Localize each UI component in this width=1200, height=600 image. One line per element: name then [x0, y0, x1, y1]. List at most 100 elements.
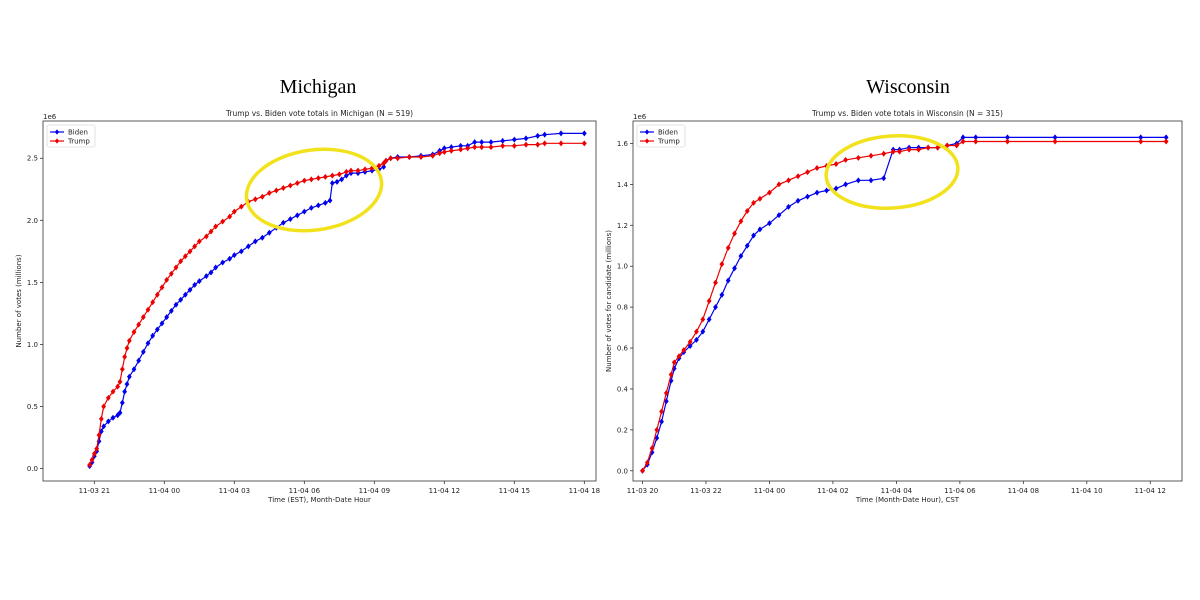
- michigan-trump-point: [383, 157, 389, 164]
- wisconsin-biden-point: [725, 277, 731, 284]
- wisconsin-y-tick-label: 0.2: [617, 426, 628, 434]
- wisconsin-biden-point: [751, 232, 756, 239]
- wisconsin-biden-point: [868, 177, 874, 184]
- wisconsin-trump-point: [649, 445, 655, 452]
- wisconsin-trump-point: [757, 195, 763, 202]
- michigan-trump-point: [196, 238, 202, 245]
- michigan-biden-point: [140, 348, 146, 355]
- michigan-biden-point: [472, 139, 478, 146]
- michigan-biden-point: [220, 259, 226, 266]
- michigan-y-tick-label: 2.0: [27, 217, 38, 225]
- michigan-biden-point: [458, 142, 464, 149]
- michigan-biden-point: [294, 212, 300, 219]
- michigan-biden-point: [187, 286, 193, 293]
- michigan-trump-point: [441, 149, 447, 156]
- michigan-trump-point: [343, 168, 349, 175]
- wisconsin-legend-trump-label: Trump: [657, 138, 680, 146]
- wisconsin-biden-point: [881, 175, 887, 182]
- michigan-trump-point: [178, 258, 184, 265]
- michigan-biden-point: [122, 388, 128, 395]
- wisconsin-trump-point: [1052, 138, 1058, 145]
- michigan-trump-point: [117, 378, 123, 385]
- michigan-trump-point: [500, 142, 506, 149]
- michigan-biden-point: [381, 163, 387, 170]
- michigan-biden-point: [119, 399, 125, 406]
- michigan-x-axis-label: Time (EST), Month-Date Hour: [267, 496, 371, 504]
- michigan-trump-point: [136, 321, 142, 328]
- michigan-trump-point: [465, 145, 471, 152]
- michigan-trump-point: [472, 144, 478, 151]
- michigan-x-tick-label: 11-04 06: [289, 487, 321, 495]
- michigan-trump-point: [187, 248, 193, 255]
- michigan-trump-point: [479, 144, 485, 151]
- michigan-trump-point: [301, 177, 307, 184]
- michigan-biden-point: [136, 357, 142, 364]
- wisconsin-trump-point: [786, 177, 791, 184]
- wisconsin-x-tick-label: 11-04 06: [944, 487, 976, 495]
- wisconsin-trump-point: [890, 148, 896, 155]
- wisconsin-x-tick-label: 11-04 08: [1008, 487, 1039, 495]
- wisconsin-x-tick-label: 11-03 22: [690, 487, 721, 495]
- wisconsin-biden-point: [814, 189, 820, 196]
- michigan-y-offset-label: 1e6: [43, 113, 57, 121]
- michigan-trump-point: [266, 190, 272, 196]
- michigan-trump-point: [376, 162, 382, 169]
- michigan-trump-point: [168, 270, 174, 277]
- wisconsin-trump-point: [814, 165, 820, 172]
- michigan-y-axis-label: Number of votes (millions): [15, 254, 23, 347]
- michigan-biden-point: [173, 301, 179, 308]
- michigan-trump-point: [110, 388, 116, 395]
- wisconsin-biden-point: [776, 212, 782, 219]
- michigan-trump-point: [182, 253, 188, 260]
- michigan-trump-point: [203, 233, 209, 240]
- michigan-y-tick-label: 0.0: [27, 465, 38, 473]
- michigan-trump-point: [227, 213, 233, 220]
- wisconsin-trump-point: [644, 459, 650, 466]
- michigan-biden-point: [327, 197, 333, 204]
- michigan-biden-point: [101, 423, 107, 430]
- michigan-biden-point: [448, 144, 454, 151]
- michigan-trump-point: [150, 299, 156, 306]
- wisconsin-y-tick-label: 0.0: [617, 467, 628, 475]
- wisconsin-y-tick-label: 0.8: [617, 304, 628, 312]
- michigan-biden-point: [131, 366, 137, 373]
- wisconsin-biden-point: [805, 193, 810, 200]
- wisconsin-y-offset-label: 1e6: [633, 113, 647, 121]
- wisconsin-trump-point: [1163, 138, 1169, 145]
- michigan-trump-point: [91, 450, 97, 457]
- wisconsin-trump-point: [776, 181, 782, 188]
- michigan-trump-point: [280, 185, 286, 192]
- michigan-biden-point: [523, 135, 529, 142]
- wisconsin-trump-point: [833, 160, 839, 167]
- michigan-trump-point: [131, 329, 137, 336]
- wisconsin-trump-point: [925, 144, 931, 151]
- michigan-biden-point: [441, 145, 447, 152]
- michigan-trump-point: [355, 167, 361, 174]
- wisconsin-biden-point: [786, 203, 791, 210]
- wisconsin-biden-point: [960, 134, 966, 141]
- wisconsin-biden-point: [1138, 134, 1144, 141]
- michigan-trump-point: [448, 147, 454, 154]
- michigan-biden-point: [479, 139, 485, 146]
- wisconsin-trump-point: [668, 371, 674, 378]
- michigan-biden-point: [168, 307, 174, 314]
- wisconsin-trump-point: [744, 208, 750, 214]
- wisconsin-legend-biden-marker: [644, 129, 650, 135]
- michigan-trump-point: [96, 432, 102, 439]
- wisconsin-biden-point: [1163, 134, 1169, 141]
- wisconsin-trump-point: [805, 169, 810, 176]
- michigan-biden-point: [301, 208, 307, 215]
- wisconsin-trump-point: [973, 138, 979, 145]
- wisconsin-trump-point: [767, 189, 772, 196]
- michigan-trump-point: [101, 403, 107, 410]
- wisconsin-biden-point: [732, 265, 737, 272]
- michigan-biden-point: [334, 178, 340, 185]
- michigan-biden-point: [196, 278, 202, 285]
- michigan-trump-point: [511, 142, 517, 149]
- wisconsin-x-tick-label: 11-03 20: [627, 487, 658, 495]
- michigan-trump-point: [581, 140, 587, 147]
- michigan-biden-point: [98, 428, 104, 435]
- wisconsin-x-tick-label: 11-04 00: [754, 487, 785, 495]
- michigan-trump-point: [94, 445, 100, 452]
- wisconsin-highlight-ellipse: [824, 134, 960, 210]
